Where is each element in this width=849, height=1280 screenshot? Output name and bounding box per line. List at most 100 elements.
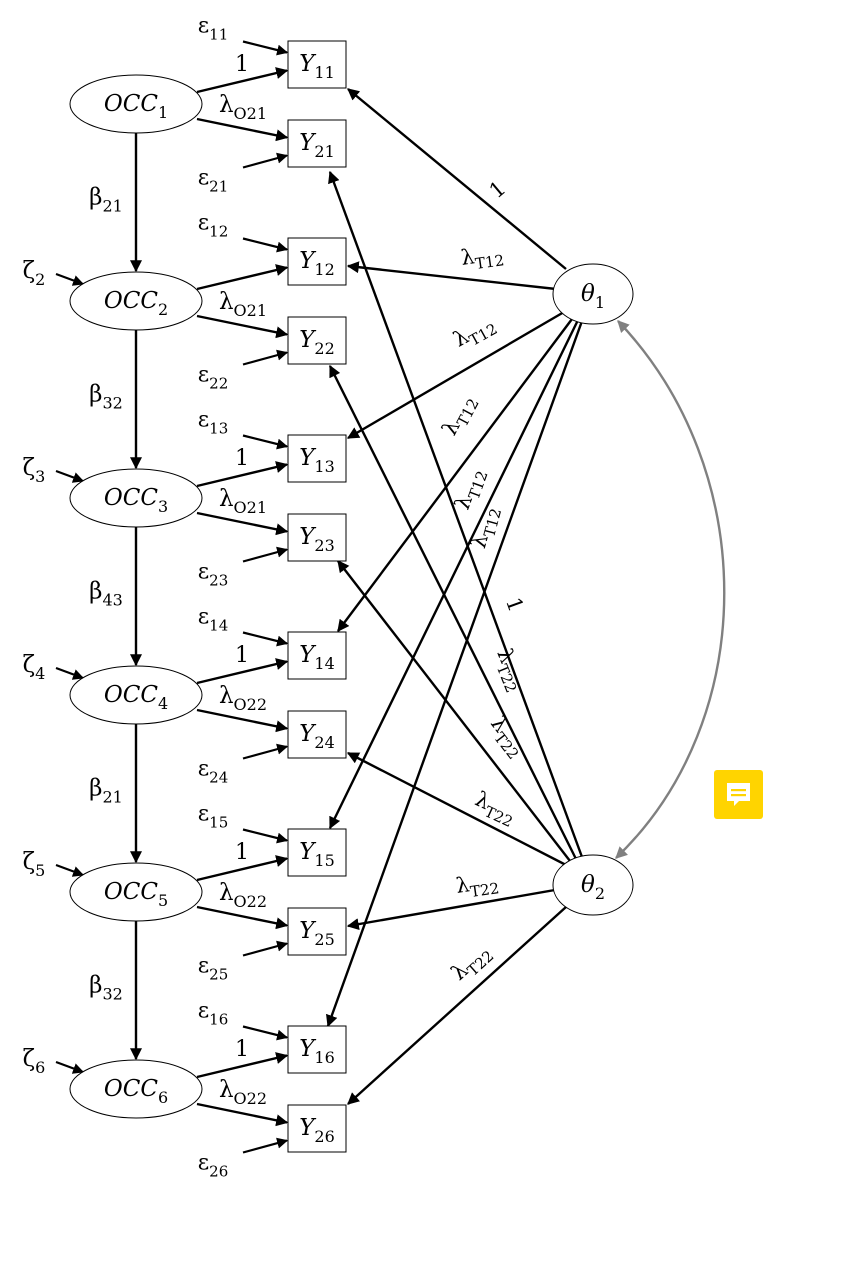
speech-bubble-icon: [727, 783, 750, 806]
trait2-loading-arrow: [328, 364, 578, 860]
occasion-loading-arrow: [196, 314, 289, 339]
error-label: ε15: [198, 802, 229, 832]
indicator-box: [287, 40, 347, 89]
loading-label: 1: [235, 643, 249, 668]
loading-label: 1: [235, 52, 249, 77]
occasion-loading-arrow: [196, 511, 289, 536]
beta-label: β32: [89, 973, 123, 1004]
occasion-loading-arrow: [196, 905, 289, 930]
labels-layer: β21 β32 β43 β21 β32 ζ2 ζ3 ζ4 ζ5 ζ6 1 λO21 λO21 1 λO21 1…: [23, 14, 605, 1181]
occasion-node: [69, 862, 203, 922]
error-arrow: [242, 434, 289, 450]
zeta-arrow: [55, 272, 85, 286]
indicator-label: Y16: [299, 1036, 335, 1067]
trait2-loading-arrow: [337, 560, 571, 862]
loading-label: λO21: [219, 289, 267, 320]
error-arrow: [242, 828, 289, 844]
loading-label: 1: [235, 1037, 249, 1062]
error-label: ε13: [198, 408, 229, 438]
trait1-loading-arrow: [326, 320, 584, 1028]
occasion-loading-arrow: [196, 461, 289, 488]
trait2-loading-arrow: [347, 906, 567, 1105]
indicator-box: [287, 1104, 347, 1153]
indicator-box: [287, 316, 347, 365]
loading-label: 1: [235, 446, 249, 471]
occasion-node: [69, 74, 203, 134]
trait-loading-label: 1: [485, 176, 511, 203]
error-arrow: [242, 1025, 289, 1041]
occasion-label: OCC3: [104, 485, 168, 516]
occasion-loading-arrow: [196, 264, 289, 291]
indicator-label: Y26: [299, 1115, 335, 1146]
occasion-loading-arrow: [196, 658, 289, 685]
edges-layer: [55, 40, 726, 1154]
loading-label: λO22: [219, 880, 267, 911]
error-label: ε26: [198, 1151, 229, 1181]
occasion-label: OCC6: [104, 1076, 168, 1107]
occasion-loading-arrow: [196, 117, 289, 142]
error-label: ε22: [198, 363, 229, 393]
error-arrow: [242, 349, 289, 366]
trait-loading-label: λT22: [447, 939, 498, 989]
trait2-loading-arrow: [346, 888, 556, 931]
trait-loading-label: λT12: [437, 390, 483, 441]
trait-label: θ2: [581, 872, 605, 903]
occasion-label: OCC1: [104, 91, 168, 122]
trait-loading-label: λT12: [459, 240, 505, 275]
error-arrow: [242, 1137, 289, 1154]
loading-label: 1: [235, 840, 249, 865]
comment-icon[interactable]: [714, 770, 763, 819]
beta-label: β32: [89, 382, 123, 413]
trait1-loading-arrow: [328, 319, 580, 830]
occasion-label: OCC4: [104, 682, 168, 713]
error-arrow: [242, 743, 289, 760]
zeta-label: ζ3: [23, 455, 46, 486]
occasion-loading-arrow: [196, 1052, 289, 1079]
indicator-box: [287, 828, 347, 877]
error-label: ε14: [198, 605, 229, 635]
trait-node: [552, 263, 634, 325]
trait-loading-label: 1: [501, 594, 528, 615]
indicator-label: Y24: [299, 721, 335, 752]
indicator-box: [287, 434, 347, 483]
trait2-loading-arrow: [328, 170, 584, 858]
zeta-label: ζ6: [23, 1046, 46, 1077]
error-label: ε25: [198, 954, 229, 984]
trait1-loading-arrow: [346, 261, 557, 291]
indicator-label: Y14: [299, 642, 335, 673]
loading-label: λO22: [219, 1077, 267, 1108]
trait-label: θ1: [581, 281, 605, 312]
trait-covariance-arc: [615, 320, 726, 859]
trait1-loading-arrow: [347, 88, 567, 270]
error-arrow: [242, 940, 289, 957]
indicator-box: [287, 119, 347, 168]
error-label: ε16: [198, 999, 229, 1029]
loading-label: λO21: [219, 92, 267, 123]
error-arrow: [242, 237, 289, 253]
zeta-label: ζ5: [23, 849, 46, 880]
trait2-loading-arrow: [346, 751, 567, 867]
trait-loading-label: λT22: [470, 787, 521, 831]
indicator-box: [287, 631, 347, 680]
error-label: ε24: [198, 757, 229, 787]
error-label: ε21: [198, 166, 229, 196]
beta-label: β21: [89, 776, 123, 807]
beta-label: β21: [89, 185, 123, 216]
indicator-label: Y12: [299, 248, 335, 279]
indicator-label: Y13: [299, 445, 335, 476]
error-label: ε23: [198, 560, 229, 590]
trait-loading-label: λT12: [449, 310, 500, 356]
zeta-arrow: [55, 666, 85, 680]
zeta-arrow: [55, 1060, 85, 1074]
zeta-arrow: [55, 469, 85, 483]
occasion-loading-arrow: [196, 855, 289, 882]
indicator-box: [287, 513, 347, 562]
beta-label: β43: [89, 579, 123, 610]
nodes-layer: [69, 40, 634, 1153]
trait1-loading-arrow: [337, 318, 573, 632]
zeta-label: ζ4: [23, 652, 46, 683]
occasion-loading-arrow: [196, 1102, 289, 1127]
indicator-label: Y23: [299, 524, 335, 555]
indicator-label: Y11: [299, 51, 335, 82]
error-label: ε11: [198, 14, 229, 44]
